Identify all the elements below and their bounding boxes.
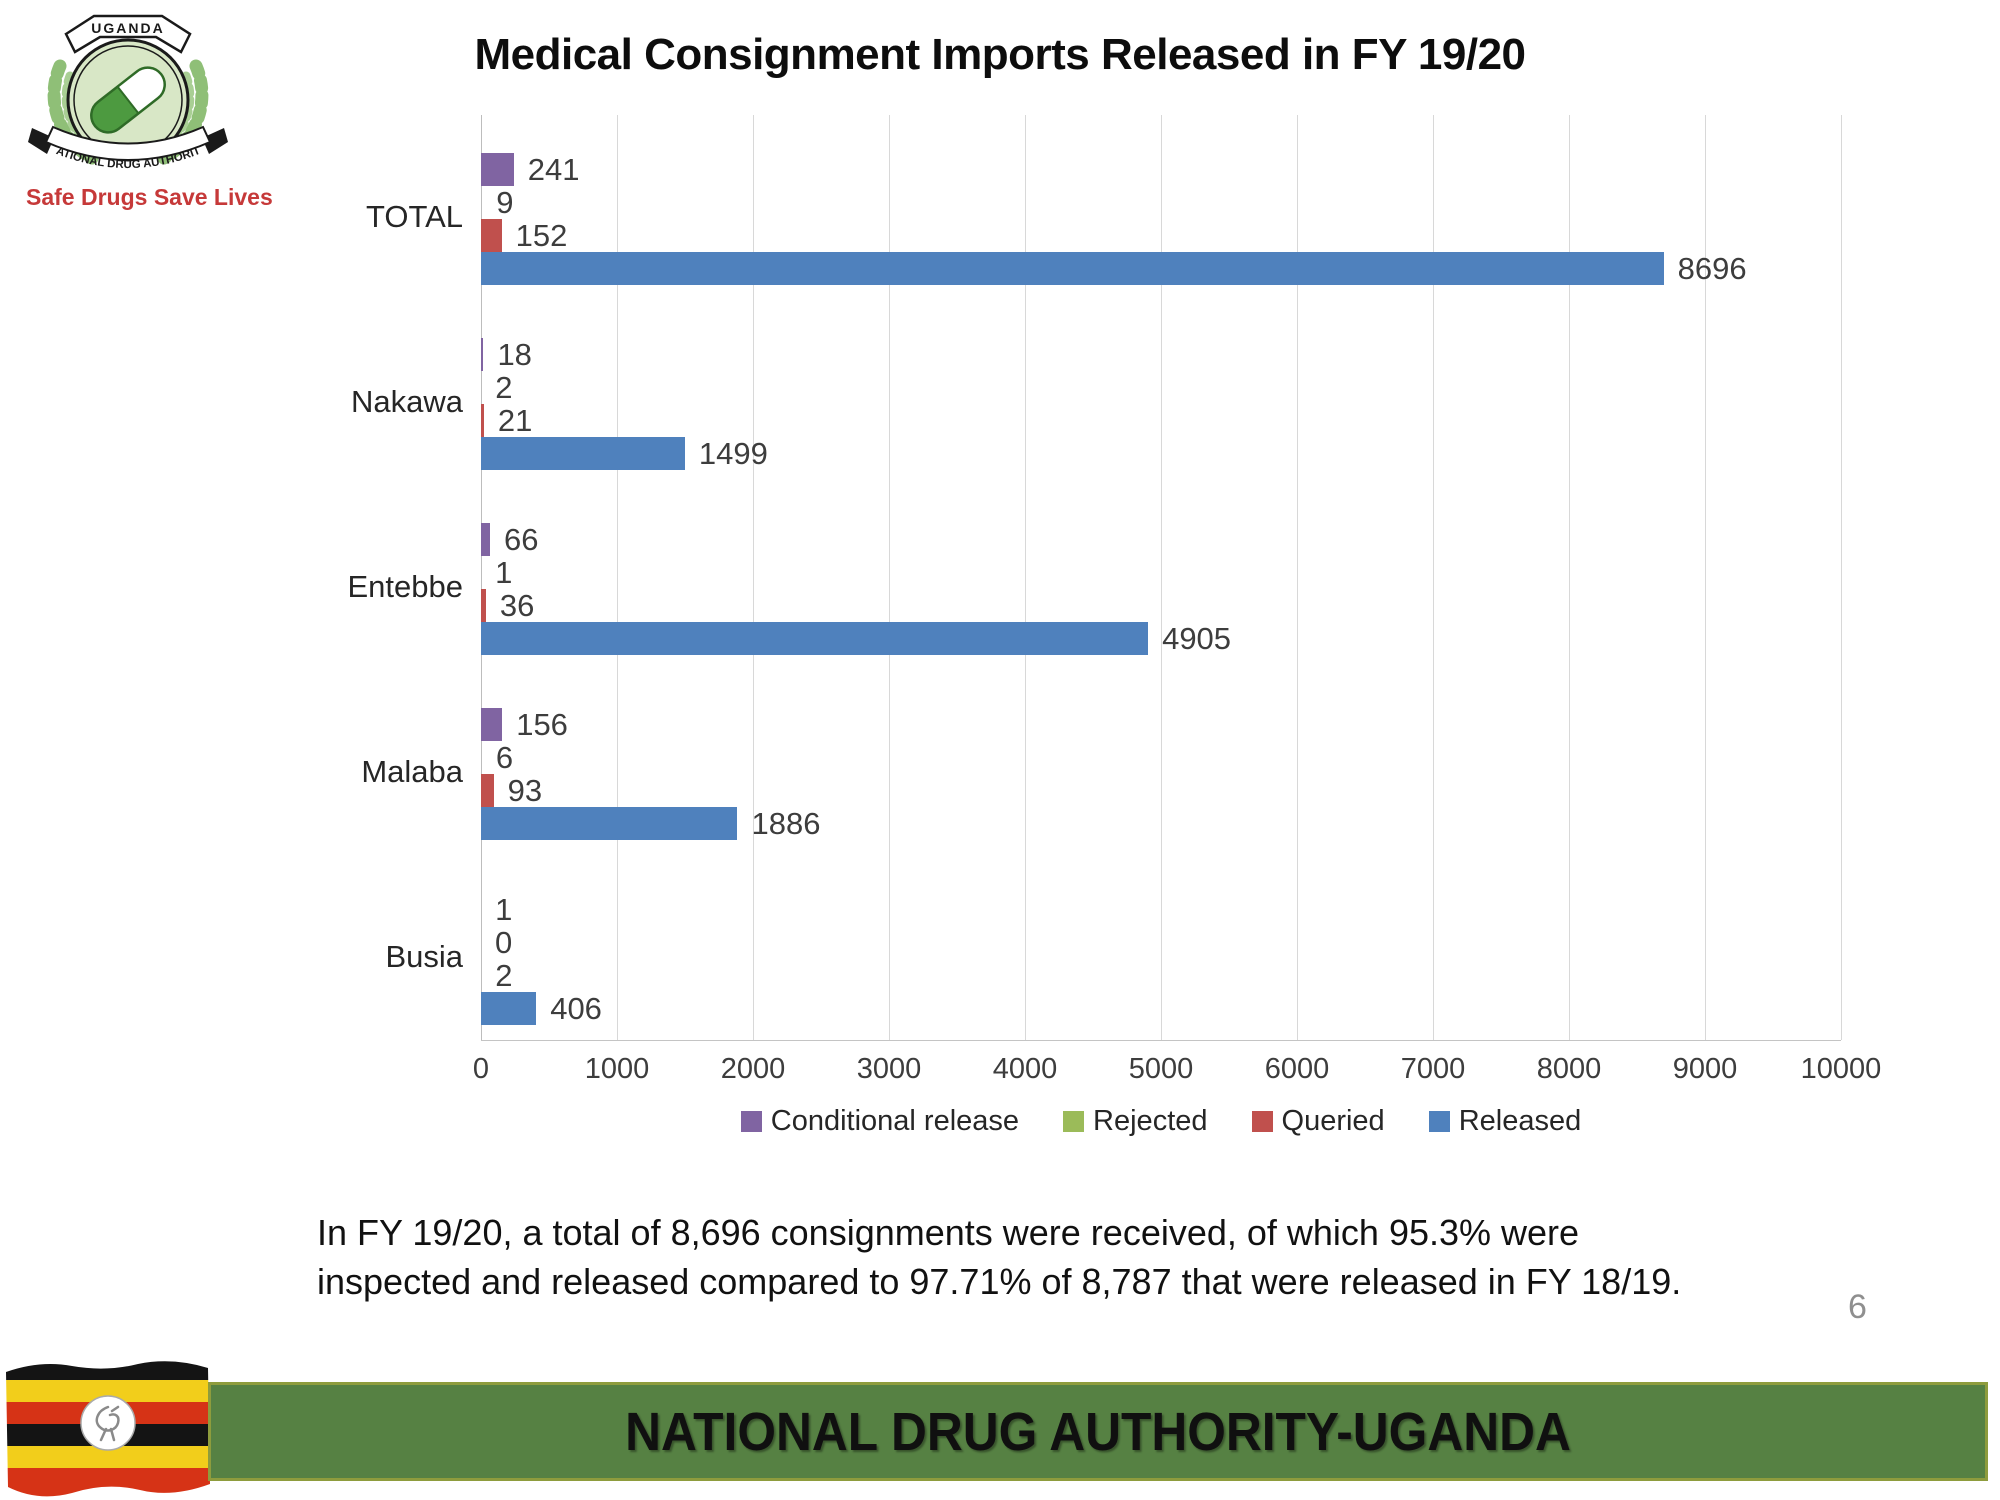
- x-axis-line: [481, 1040, 1841, 1041]
- x-tick-label: 8000: [1536, 1053, 1602, 1085]
- bar-released: [481, 992, 537, 1025]
- x-tick-label: 1000: [584, 1053, 650, 1085]
- chart: TOTAL 241 9 152 8696 Nakawa 18 2 21 1499 Entebbe 66…: [0, 115, 2000, 1275]
- gridline: [617, 115, 618, 1040]
- plot-area: TOTAL 241 9 152 8696 Nakawa 18 2 21 1499 Entebbe 66…: [0, 115, 2000, 1041]
- bar-queried: [481, 219, 502, 252]
- x-tick-label: 6000: [1264, 1053, 1330, 1085]
- gridline: [1841, 115, 1842, 1040]
- bar-conditional-release: [481, 708, 503, 741]
- x-tick-label: 9000: [1672, 1053, 1738, 1085]
- gridline: [1433, 115, 1434, 1040]
- data-label: 156: [516, 707, 568, 742]
- gridline: [1705, 115, 1706, 1040]
- data-label: 1886: [751, 806, 821, 841]
- category-label: TOTAL: [365, 199, 463, 234]
- data-label: 1: [495, 892, 513, 927]
- summary-text: In FY 19/20, a total of 8,696 consignmen…: [317, 1208, 1797, 1306]
- category-label: Busia: [385, 939, 463, 974]
- bar-queried: [481, 774, 494, 807]
- x-tick-label: 7000: [1400, 1053, 1466, 1085]
- data-label: 152: [515, 218, 568, 253]
- summary-line-2: inspected and released compared to 97.71…: [317, 1261, 1682, 1302]
- category-label: Entebbe: [347, 569, 464, 604]
- gridline: [1569, 115, 1570, 1040]
- bar-queried: [481, 404, 484, 437]
- data-label: 21: [497, 403, 533, 438]
- bar-released: [481, 252, 1664, 285]
- data-label: 1: [495, 555, 513, 590]
- gridline: [889, 115, 890, 1040]
- legend-label: Conditional release: [770, 1105, 1020, 1137]
- legend-item: Queried: [1251, 1105, 1385, 1138]
- x-tick-label: 5000: [1128, 1053, 1194, 1085]
- data-label: 36: [499, 588, 535, 623]
- legend-swatch: [1251, 1111, 1273, 1132]
- bar-released: [481, 807, 738, 840]
- nda-emblem-icon: UGANDA NATIONAL DRUG AUTHORITY: [26, 6, 228, 171]
- page-number: 6: [1848, 1288, 1867, 1326]
- data-label: 8696: [1677, 251, 1747, 286]
- footer-banner: NATIONAL DRUG AUTHORITY-UGANDA: [208, 1382, 1988, 1481]
- gridline: [1025, 115, 1026, 1040]
- uganda-flag-icon: [0, 1356, 216, 1500]
- x-tick-label: 0: [472, 1053, 490, 1085]
- nda-logo: UGANDA NATIONAL DRUG AUTHORITY Safe Drug…: [26, 6, 273, 211]
- legend-label: Rejected: [1093, 1105, 1208, 1137]
- data-label: 9: [496, 185, 514, 220]
- bar-queried: [481, 589, 486, 622]
- gridline: [753, 115, 754, 1040]
- data-label: 66: [503, 522, 539, 557]
- x-tick-label: 10000: [1800, 1053, 1882, 1085]
- gridline: [1161, 115, 1162, 1040]
- data-label: 0: [495, 925, 513, 960]
- data-label: 6: [495, 740, 514, 775]
- bar-conditional-release: [481, 523, 490, 556]
- data-label: 4905: [1162, 621, 1232, 656]
- legend-item: Rejected: [1063, 1105, 1208, 1138]
- data-label: 18: [497, 337, 532, 372]
- x-tick-label: 3000: [856, 1053, 922, 1085]
- logo-country-text: UGANDA: [91, 20, 164, 36]
- legend-label: Released: [1458, 1105, 1582, 1137]
- bar-conditional-release: [481, 153, 514, 186]
- data-label: 406: [550, 991, 602, 1026]
- category-label: Nakawa: [351, 384, 463, 419]
- gridline: [1297, 115, 1298, 1040]
- x-axis: 0 1000 2000 3000 4000 5000 6000 7000 8000 9000 100…: [0, 1053, 2000, 1093]
- x-tick-label: 2000: [720, 1053, 786, 1085]
- legend-swatch: [1428, 1111, 1450, 1132]
- legend-item: Released: [1428, 1105, 1582, 1138]
- category-label: Malaba: [361, 754, 463, 789]
- data-label: 241: [527, 152, 580, 187]
- bar-conditional-release: [481, 338, 484, 371]
- x-tick-label: 4000: [992, 1053, 1058, 1085]
- legend-label: Queried: [1281, 1105, 1385, 1137]
- data-label: 1499: [698, 436, 768, 471]
- bar-released: [481, 622, 1149, 655]
- legend-swatch: [1063, 1111, 1085, 1132]
- legend: Conditional release Rejected Queried Releas…: [481, 1105, 1841, 1138]
- legend-swatch: [740, 1111, 762, 1132]
- chart-title: Medical Consignment Imports Released in …: [474, 30, 1526, 79]
- y-axis-line: [481, 115, 482, 1040]
- bar-released: [481, 437, 685, 470]
- legend-item: Conditional release: [740, 1105, 1020, 1138]
- data-label: 93: [507, 773, 543, 808]
- data-label: 2: [495, 958, 513, 993]
- data-label: 2: [495, 370, 513, 405]
- footer-banner-text: NATIONAL DRUG AUTHORITY-UGANDA: [625, 1401, 1571, 1462]
- summary-line-1: In FY 19/20, a total of 8,696 consignmen…: [317, 1212, 1580, 1253]
